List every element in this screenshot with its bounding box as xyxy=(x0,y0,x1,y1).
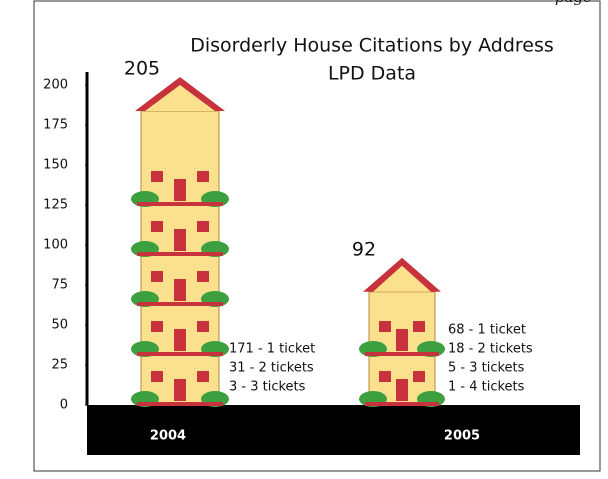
y-tick-label: 50 xyxy=(51,318,68,333)
y-tick-label: 75 xyxy=(51,278,68,293)
door xyxy=(396,329,408,351)
breakdown-label: 18 - 2 tickets xyxy=(448,342,533,357)
window xyxy=(413,371,425,382)
y-tick-label: 150 xyxy=(43,158,68,173)
breakdown-label: 3 - 3 tickets xyxy=(229,380,306,395)
chart-title: Disorderly House Citations by Address xyxy=(190,35,554,57)
breakdown-label: 171 - 1 ticket xyxy=(229,342,315,357)
floor-line xyxy=(137,402,223,406)
y-tick-label: 0 xyxy=(60,398,68,413)
floor-line xyxy=(137,302,223,306)
floor-line xyxy=(365,402,439,406)
house-body xyxy=(140,110,220,406)
floor-line xyxy=(365,352,439,356)
window xyxy=(197,171,209,182)
window xyxy=(151,171,163,182)
frame xyxy=(33,0,601,472)
page-note: page xyxy=(555,0,592,6)
window xyxy=(151,371,163,382)
breakdown-label: 68 - 1 ticket xyxy=(448,323,526,338)
window xyxy=(151,321,163,332)
x-tick-label: 2005 xyxy=(444,429,480,444)
house-bar xyxy=(131,77,229,407)
window xyxy=(151,221,163,232)
door xyxy=(174,229,186,251)
door xyxy=(396,379,408,401)
door xyxy=(174,379,186,401)
window xyxy=(379,371,391,382)
window xyxy=(197,371,209,382)
y-tick-label: 100 xyxy=(43,238,68,253)
y-tick-label: 175 xyxy=(43,118,68,133)
window xyxy=(151,271,163,282)
house-bar xyxy=(359,257,445,407)
value-label: 205 xyxy=(124,58,160,80)
window xyxy=(197,221,209,232)
window xyxy=(413,321,425,332)
breakdown-label: 31 - 2 tickets xyxy=(229,361,314,376)
y-tick-label: 200 xyxy=(43,78,68,93)
floor-line xyxy=(137,252,223,256)
door xyxy=(174,179,186,201)
floor-line xyxy=(137,352,223,356)
roof-inner xyxy=(373,265,431,292)
y-tick-label: 125 xyxy=(43,198,68,213)
value-label: 92 xyxy=(352,238,376,260)
chart-subtitle: LPD Data xyxy=(328,63,416,85)
door xyxy=(174,279,186,301)
window xyxy=(197,321,209,332)
floor-line xyxy=(137,202,223,206)
breakdown-label: 1 - 4 tickets xyxy=(448,380,525,395)
door xyxy=(174,329,186,351)
roof-inner xyxy=(145,85,215,111)
breakdown-label: 5 - 3 tickets xyxy=(448,361,525,376)
ground xyxy=(87,405,580,455)
window xyxy=(197,271,209,282)
window xyxy=(379,321,391,332)
x-tick-label: 2004 xyxy=(150,429,186,444)
y-tick-label: 25 xyxy=(51,358,68,373)
